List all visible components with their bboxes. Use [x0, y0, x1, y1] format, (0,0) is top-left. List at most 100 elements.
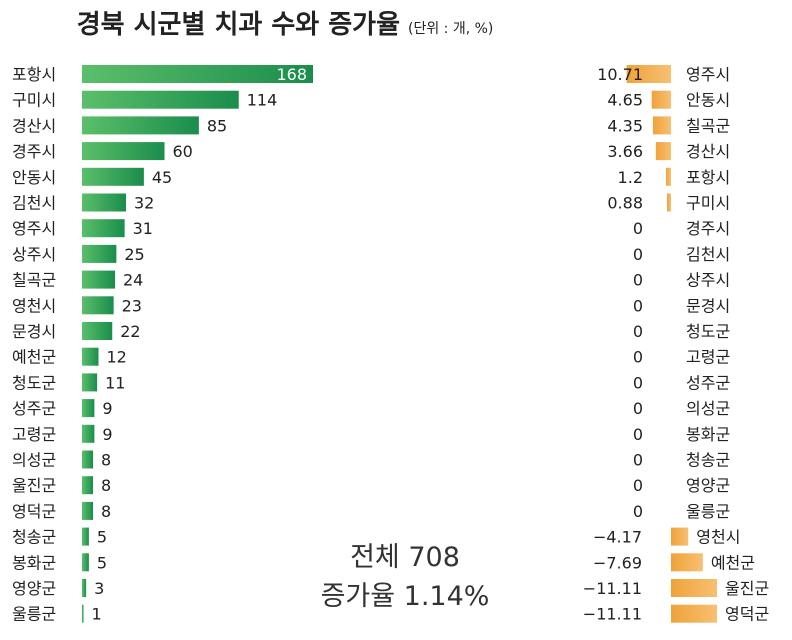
category-label: 포항시	[12, 65, 56, 84]
category-label: 안동시	[686, 91, 730, 110]
chart-unit: (단위 : 개, %)	[408, 21, 493, 37]
bar	[82, 116, 199, 135]
value-label: 31	[133, 219, 153, 238]
value-label: 0	[633, 348, 643, 367]
value-label: 10.71	[597, 65, 643, 84]
value-label: 1.2	[618, 168, 643, 187]
category-label: 안동시	[12, 168, 56, 187]
bar	[82, 501, 93, 520]
category-label: 청도군	[12, 373, 56, 392]
bar	[82, 296, 114, 315]
bar	[667, 193, 671, 212]
category-label: 칠곡군	[12, 271, 56, 290]
value-label: 0	[633, 219, 643, 238]
value-label: 23	[122, 296, 142, 315]
value-label: 5	[97, 553, 107, 572]
category-label: 청송군	[12, 528, 56, 547]
value-label: 114	[247, 91, 278, 110]
value-label: 0	[633, 271, 643, 290]
category-label: 경산시	[686, 142, 730, 161]
category-label: 경주시	[686, 219, 730, 238]
category-label: 경주시	[12, 142, 56, 161]
category-label: 봉화군	[12, 553, 56, 572]
value-label: 0	[633, 502, 643, 521]
category-label: 고령군	[12, 425, 56, 444]
category-label: 영천시	[12, 296, 56, 315]
category-label: 영주시	[686, 65, 730, 84]
value-label: −11.11	[583, 579, 642, 598]
value-label: 9	[102, 399, 112, 418]
category-label: 칠곡군	[686, 116, 730, 135]
value-label: 8	[101, 476, 111, 495]
value-label: 9	[102, 425, 112, 444]
value-label: 0.88	[607, 194, 643, 213]
category-label: 영덕군	[725, 605, 769, 624]
category-label: 구미시	[686, 194, 730, 213]
bar	[82, 65, 313, 83]
value-label: 60	[173, 142, 193, 161]
summary-rate: 증가율 1.14%	[321, 581, 490, 612]
category-label: 문경시	[12, 322, 56, 341]
value-label: 0	[633, 451, 643, 470]
bar	[82, 476, 93, 495]
bar	[82, 553, 89, 572]
bar	[651, 90, 671, 109]
bar	[671, 527, 689, 546]
value-label: 0	[633, 476, 643, 495]
category-label: 성주군	[12, 399, 56, 418]
value-label: 25	[124, 245, 144, 264]
value-label: 4.35	[607, 116, 643, 135]
value-label: 1	[92, 605, 102, 624]
category-label: 예천군	[12, 348, 56, 367]
value-label: 0	[633, 425, 643, 444]
bar	[626, 65, 671, 83]
category-label: 울릉군	[686, 502, 730, 521]
value-label: 3	[94, 579, 104, 598]
category-label: 봉화군	[686, 425, 730, 444]
bar	[82, 219, 125, 238]
value-label: −7.69	[593, 553, 642, 572]
value-label: −4.17	[593, 528, 642, 547]
bar	[655, 142, 671, 161]
bar	[671, 604, 717, 623]
category-label: 구미시	[12, 91, 56, 110]
value-label: 8	[101, 502, 111, 521]
value-label: 168	[276, 65, 307, 84]
value-label: 8	[101, 451, 111, 470]
category-label: 성주군	[686, 373, 730, 392]
value-label: −11.11	[583, 605, 642, 624]
bar	[82, 90, 239, 109]
category-label: 상주시	[12, 245, 56, 264]
bar	[652, 116, 671, 135]
bar	[82, 322, 113, 340]
category-label: 영양군	[686, 476, 730, 495]
value-label: 32	[134, 194, 154, 213]
value-label: 0	[633, 373, 643, 392]
category-label: 문경시	[686, 296, 730, 315]
bar	[82, 424, 95, 443]
growth-chart: 10.71 영주시 4.65 안동시 4.35 칠곡군 3.66 경산시 1.2 포항시 0.88 구…	[583, 65, 769, 624]
category-label: 경산시	[12, 116, 56, 135]
bar	[82, 244, 117, 263]
value-label: 0	[633, 296, 643, 315]
bar	[82, 450, 93, 469]
bar	[82, 527, 89, 546]
bar	[671, 553, 703, 572]
value-label: 85	[207, 116, 227, 135]
value-label: 5	[97, 528, 107, 547]
category-label: 상주시	[686, 271, 730, 290]
bar	[82, 167, 144, 186]
category-label: 울진군	[12, 476, 56, 495]
category-label: 영주시	[12, 219, 56, 238]
category-label: 청송군	[686, 451, 730, 470]
value-label: 24	[123, 271, 143, 290]
category-label: 의성군	[12, 451, 56, 470]
value-label: 3.66	[607, 142, 643, 161]
category-label: 영양군	[12, 579, 56, 598]
value-label: 45	[152, 168, 172, 187]
bar	[82, 579, 87, 597]
category-label: 영덕군	[12, 502, 56, 521]
bar	[82, 373, 98, 392]
